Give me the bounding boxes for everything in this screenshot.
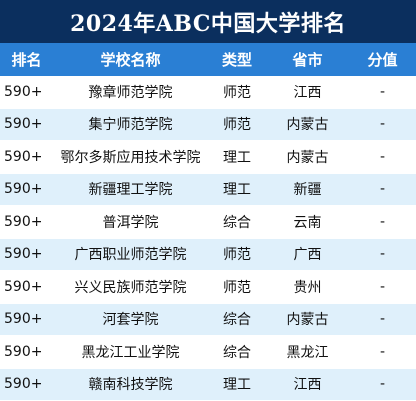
cell-school: 兴义民族师范学院 — [53, 271, 208, 303]
cell-school: 广西职业师范学院 — [53, 239, 208, 271]
cell-school-text: 赣南科技学院 — [88, 377, 173, 394]
cell-rank: 590+ — [4, 83, 43, 100]
table-row: 590+ 河套学院 综合 内蒙古 - — [0, 303, 416, 336]
cell-province: 广西 — [293, 247, 322, 264]
cell-province: 内蒙古 — [286, 117, 329, 134]
cell-rank: 590+ — [4, 343, 43, 360]
table-row: 590+ 新疆理工学院 理工 新疆 - — [0, 173, 416, 206]
cell-school-text: 豫章师范学院 — [88, 84, 173, 101]
cell-score: - — [379, 116, 386, 133]
cell-school: 黑龙江工业学院 — [53, 336, 208, 368]
table-row: 590+ 广西职业师范学院 师范 广西 - — [0, 238, 416, 271]
cell-score: - — [379, 376, 386, 393]
cell-rank: 590+ — [4, 246, 43, 263]
cell-type: 师范 — [223, 84, 251, 101]
cell-province: 贵州 — [293, 279, 322, 296]
table-title: 2024年ABC中国大学排名 — [0, 0, 416, 43]
table-header-row: 排名 学校名称 类型 省市 分值 — [0, 43, 416, 76]
cell-score: - — [379, 278, 386, 295]
cell-type: 理工 — [223, 377, 251, 394]
header-rank: 排名 — [11, 51, 42, 69]
cell-school-text: 河套学院 — [102, 312, 159, 329]
cell-type: 理工 — [223, 149, 251, 166]
cell-school: 集宁师范学院 — [53, 109, 208, 141]
cell-province: 内蒙古 — [286, 149, 329, 166]
table-row: 590+ 豫章师范学院 师范 江西 - — [0, 76, 416, 109]
header-school: 学校名称 — [100, 51, 161, 69]
cell-rank: 590+ — [4, 116, 43, 133]
cell-score: - — [379, 181, 386, 198]
cell-school-text: 黑龙江工业学院 — [81, 344, 180, 361]
cell-score: - — [379, 213, 386, 230]
cell-score: - — [379, 311, 386, 328]
cell-school-text: 广西职业师范学院 — [74, 247, 187, 264]
table-row: 590+ 赣南科技学院 理工 江西 - — [0, 368, 416, 401]
cell-rank: 590+ — [4, 278, 43, 295]
cell-school: 新疆理工学院 — [53, 174, 208, 206]
cell-school-text: 集宁师范学院 — [88, 117, 173, 134]
table-row: 590+ 鄂尔多斯应用技术学院 理工 内蒙古 - — [0, 141, 416, 174]
cell-rank: 590+ — [4, 181, 43, 198]
cell-school-text: 普洱学院 — [102, 214, 159, 231]
cell-type: 综合 — [223, 214, 251, 231]
table-row: 590+ 黑龙江工业学院 综合 黑龙江 - — [0, 336, 416, 369]
cell-score: - — [379, 83, 386, 100]
table-row: 590+ 兴义民族师范学院 师范 贵州 - — [0, 271, 416, 304]
cell-school: 普洱学院 — [53, 206, 208, 238]
cell-school-text: 鄂尔多斯应用技术学院 — [60, 149, 201, 166]
cell-school: 豫章师范学院 — [53, 76, 208, 108]
cell-rank: 590+ — [4, 213, 43, 230]
cell-province: 黑龙江 — [286, 344, 329, 361]
cell-province: 新疆 — [293, 182, 322, 199]
cell-school: 鄂尔多斯应用技术学院 — [53, 141, 208, 173]
table-body: 590+ 豫章师范学院 师范 江西 - 590+ 集宁师范学院 师范 内蒙古 -… — [0, 76, 416, 401]
cell-province: 内蒙古 — [286, 312, 329, 329]
header-type: 类型 — [221, 51, 252, 69]
cell-rank: 590+ — [4, 376, 43, 393]
cell-rank: 590+ — [4, 148, 43, 165]
cell-type: 理工 — [223, 182, 251, 199]
cell-score: - — [379, 343, 386, 360]
header-score: 分值 — [367, 51, 398, 69]
cell-type: 综合 — [223, 344, 251, 361]
cell-type: 师范 — [223, 279, 251, 296]
header-province: 省市 — [292, 51, 323, 69]
cell-score: - — [379, 148, 386, 165]
cell-school-text: 新疆理工学院 — [88, 182, 173, 199]
cell-province: 江西 — [293, 84, 322, 101]
cell-type: 综合 — [223, 312, 251, 329]
cell-type: 师范 — [223, 117, 251, 134]
cell-province: 江西 — [293, 377, 322, 394]
cell-school-text: 兴义民族师范学院 — [74, 279, 187, 296]
cell-rank: 590+ — [4, 311, 43, 328]
table-row: 590+ 普洱学院 综合 云南 - — [0, 206, 416, 239]
cell-school: 赣南科技学院 — [53, 369, 208, 401]
cell-score: - — [379, 246, 386, 263]
table-row: 590+ 集宁师范学院 师范 内蒙古 - — [0, 108, 416, 141]
cell-type: 师范 — [223, 247, 251, 264]
cell-school: 河套学院 — [53, 304, 208, 336]
cell-province: 云南 — [293, 214, 322, 231]
